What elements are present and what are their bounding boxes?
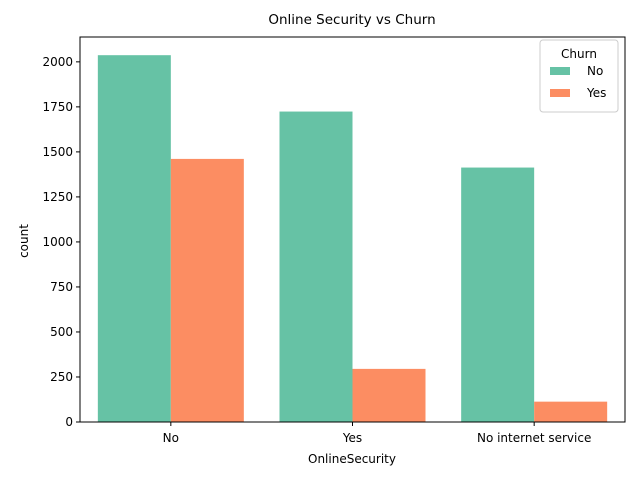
bar-no-yes bbox=[170, 158, 244, 423]
x-axis-label: OnlineSecurity bbox=[308, 452, 396, 466]
bar-no-no bbox=[97, 55, 171, 422]
x-tick-label-no: No bbox=[163, 431, 179, 445]
chart-title: Online Security vs Churn bbox=[268, 12, 435, 28]
y-tick-label-250: 250 bbox=[50, 370, 73, 384]
legend-swatch-no bbox=[550, 67, 570, 75]
y-tick-label-750: 750 bbox=[50, 280, 73, 294]
y-tick-label-500: 500 bbox=[50, 325, 73, 339]
legend-swatch-yes bbox=[550, 89, 570, 97]
bar-no-internet-service-no bbox=[461, 167, 535, 422]
y-tick-label-1000: 1000 bbox=[42, 235, 73, 249]
legend: Churn No Yes bbox=[539, 39, 619, 113]
legend-label-no: No bbox=[587, 64, 603, 78]
x-tick-label-no-internet-service: No internet service bbox=[477, 431, 591, 445]
bar-yes-yes bbox=[352, 368, 426, 422]
x-tick-label-yes: Yes bbox=[342, 431, 362, 445]
y-tick-label-1250: 1250 bbox=[42, 190, 73, 204]
y-tick-label-0: 0 bbox=[65, 415, 73, 429]
y-tick-label-2000: 2000 bbox=[42, 55, 73, 69]
bar-yes-no bbox=[279, 111, 353, 423]
y-axis-label: count bbox=[17, 224, 31, 258]
y-axis: 0 250 500 750 1000 1250 1500 1750 2000 bbox=[42, 55, 80, 429]
x-axis: No Yes No internet service bbox=[163, 422, 591, 445]
y-tick-label-1500: 1500 bbox=[42, 145, 73, 159]
plot-area bbox=[79, 36, 626, 423]
legend-label-yes: Yes bbox=[586, 86, 606, 100]
y-tick-label-1750: 1750 bbox=[42, 100, 73, 114]
bar-no-internet-service-yes bbox=[534, 401, 608, 422]
legend-title: Churn bbox=[561, 47, 597, 61]
